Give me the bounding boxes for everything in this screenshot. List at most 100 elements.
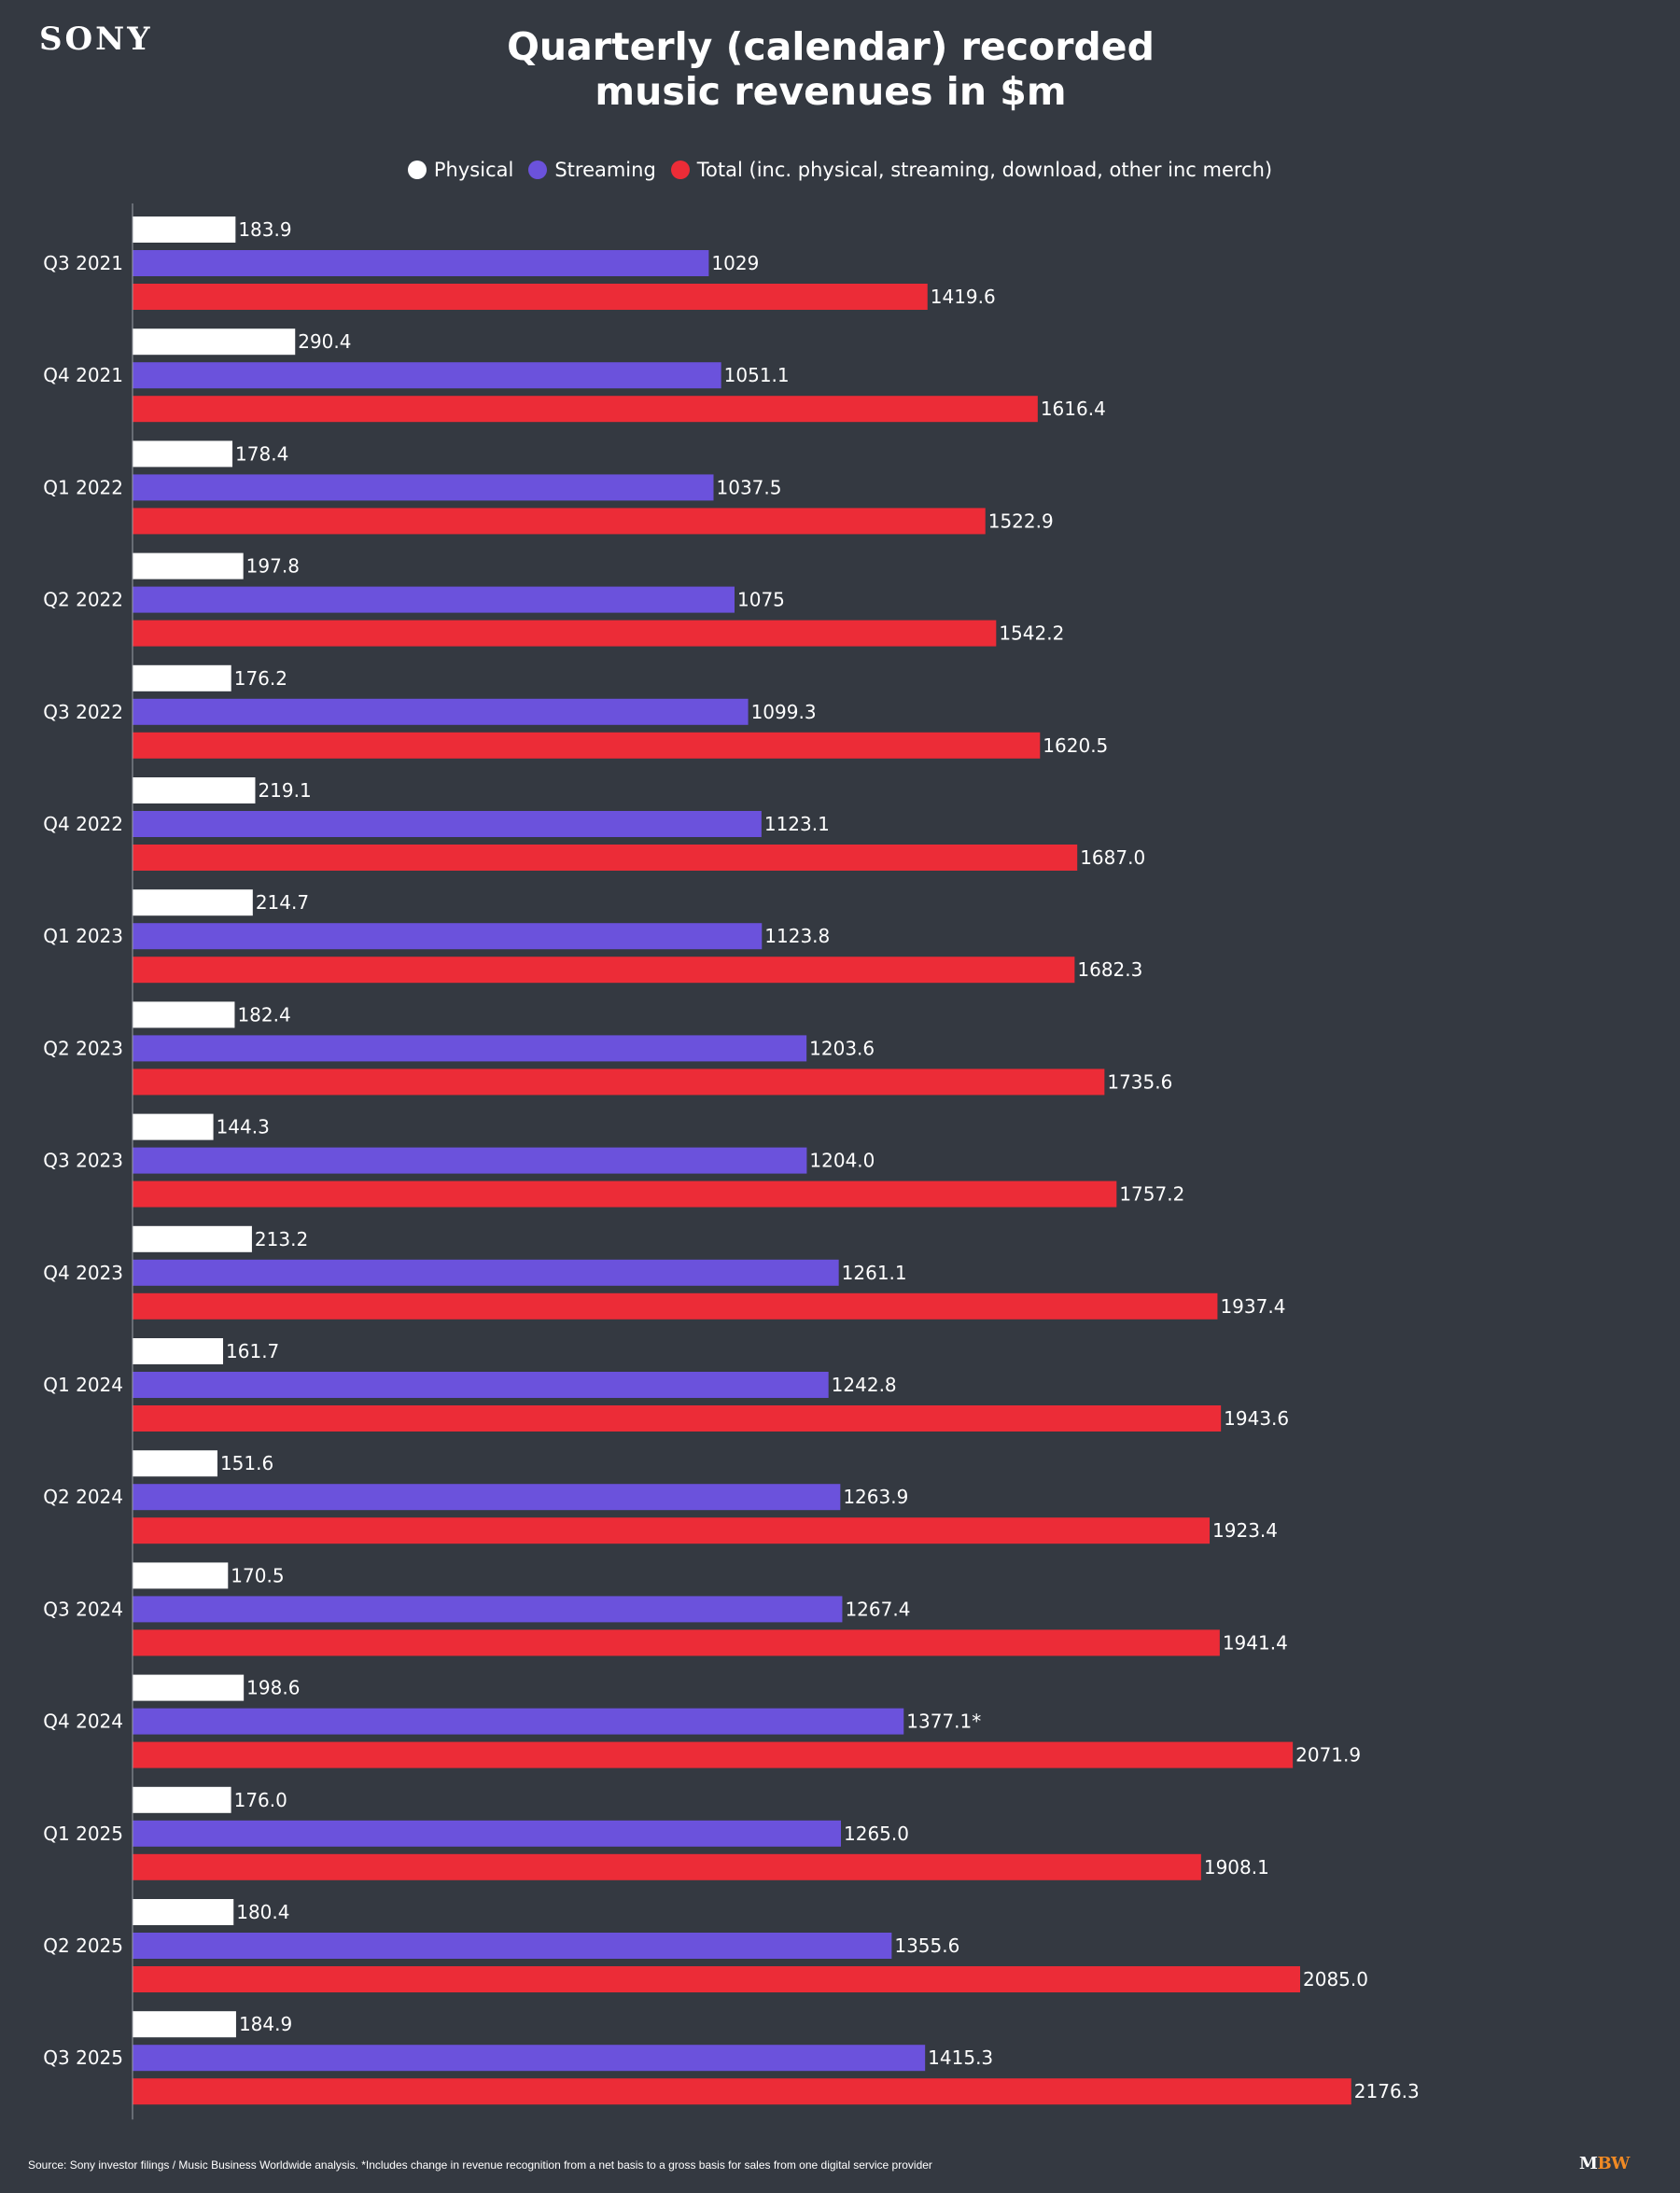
bar-streaming <box>133 1259 839 1286</box>
bar-total <box>133 1966 1300 1992</box>
bar-streaming <box>133 1596 843 1623</box>
category-label: Q2 2023 <box>43 1037 123 1059</box>
bar-physical <box>133 1113 214 1140</box>
category-label: Q2 2024 <box>43 1486 123 1508</box>
data-label-streaming: 1377.1* <box>906 1711 981 1733</box>
bar-physical <box>133 1338 224 1364</box>
bar-streaming <box>133 1035 807 1062</box>
data-label-physical: 176.0 <box>234 1789 287 1811</box>
bar-physical <box>133 440 233 468</box>
bar-total <box>133 1405 1222 1432</box>
data-label-total: 1682.3 <box>1077 958 1142 981</box>
data-label-total: 1419.6 <box>931 286 996 308</box>
bar-physical <box>133 217 236 243</box>
data-label-streaming: 1265.0 <box>844 1823 909 1845</box>
bar-streaming <box>133 923 763 950</box>
data-label-total: 2085.0 <box>1303 1968 1368 1990</box>
data-label-total: 1522.9 <box>988 510 1054 532</box>
legend-swatch-physical <box>407 161 427 179</box>
data-label-total: 1616.4 <box>1041 398 1106 420</box>
legend-item-physical: Physical <box>407 159 514 181</box>
bar-total <box>133 1069 1105 1096</box>
data-label-streaming: 1037.5 <box>717 476 782 498</box>
legend-swatch-streaming <box>528 161 548 179</box>
bar-total <box>133 1853 1201 1880</box>
data-label-total: 1687.0 <box>1080 846 1145 869</box>
bar-total <box>133 396 1038 423</box>
data-label-total: 1542.2 <box>999 622 1064 645</box>
data-label-streaming: 1075 <box>737 589 785 611</box>
data-label-physical: 178.4 <box>235 442 288 465</box>
data-label-streaming: 1203.6 <box>809 1037 875 1059</box>
data-label-total: 1937.4 <box>1220 1295 1285 1318</box>
bar-physical <box>133 777 256 803</box>
data-label-physical: 161.7 <box>226 1340 279 1362</box>
category-label: Q4 2022 <box>43 813 123 835</box>
category-label: Q3 2025 <box>43 2046 123 2069</box>
data-label-total: 1923.4 <box>1212 1519 1278 1542</box>
data-label-streaming: 1123.1 <box>764 813 830 835</box>
bar-physical <box>133 1674 245 1701</box>
bar-streaming <box>133 1484 841 1511</box>
data-label-physical: 219.1 <box>258 779 311 802</box>
data-label-total: 2176.3 <box>1354 2080 1420 2102</box>
bar-streaming <box>133 698 749 725</box>
data-label-total: 1757.2 <box>1119 1183 1184 1206</box>
data-label-streaming: 1051.1 <box>724 364 790 386</box>
bar-streaming <box>133 250 709 276</box>
category-label: Q3 2021 <box>43 252 123 274</box>
data-label-total: 2071.9 <box>1295 1744 1361 1767</box>
bar-total <box>133 1180 1117 1208</box>
bar-total <box>133 1629 1220 1656</box>
data-label-physical: 214.7 <box>256 891 309 914</box>
legend-label-total: Total (inc. physical, streaming, downloa… <box>696 159 1273 181</box>
data-label-streaming: 1029 <box>711 252 759 274</box>
chart-title-line-2: music revenues in $m <box>595 69 1067 114</box>
bar-chart: Q3 2021 183.9 1029 1419.6 Q4 2021 290.4 1051.1… <box>43 203 1420 2120</box>
bar-total <box>133 2078 1351 2105</box>
bar-total <box>133 620 997 647</box>
category-label: Q4 2023 <box>43 1262 123 1284</box>
bar-streaming <box>133 2045 926 2072</box>
data-label-total: 1908.1 <box>1204 1856 1269 1879</box>
legend-item-streaming: Streaming <box>528 159 656 181</box>
chart-title-line-1: Quarterly (calendar) recorded <box>507 24 1155 69</box>
bar-streaming <box>133 811 762 837</box>
data-label-physical: 198.6 <box>246 1677 300 1699</box>
data-label-physical: 144.3 <box>217 1116 270 1138</box>
bar-streaming <box>133 1933 892 1959</box>
bar-physical <box>133 1562 229 1589</box>
bar-streaming <box>133 1708 904 1735</box>
category-label: Q2 2022 <box>43 589 123 611</box>
bar-streaming <box>133 586 735 613</box>
data-label-streaming: 1355.6 <box>894 1935 959 1957</box>
data-label-streaming: 1242.8 <box>832 1374 897 1396</box>
data-label-physical: 184.9 <box>239 2013 292 2035</box>
data-label-total: 1941.4 <box>1223 1631 1288 1654</box>
category-label: Q1 2024 <box>43 1374 123 1396</box>
bar-physical <box>133 1450 217 1477</box>
data-label-physical: 176.2 <box>234 667 287 690</box>
data-label-streaming: 1204.0 <box>809 1150 875 1172</box>
sony-logo: SONY <box>39 21 153 58</box>
mbw-logo-m: M <box>1579 2154 1598 2173</box>
data-label-physical: 180.4 <box>236 1901 289 1923</box>
data-label-physical: 197.8 <box>246 555 300 578</box>
bar-physical <box>133 1225 252 1252</box>
mbw-logo-bw: BW <box>1597 2154 1630 2173</box>
bar-physical <box>133 552 244 580</box>
data-label-total: 1943.6 <box>1224 1407 1289 1430</box>
legend-label-physical: Physical <box>433 159 514 181</box>
category-label: Q3 2024 <box>43 1598 123 1620</box>
data-label-streaming: 1123.8 <box>764 925 830 947</box>
bar-streaming <box>133 1147 807 1174</box>
bar-physical <box>133 664 231 691</box>
bar-streaming <box>133 1372 829 1398</box>
bar-physical <box>133 2011 236 2038</box>
data-label-physical: 290.4 <box>298 330 351 353</box>
legend-swatch-total <box>670 161 690 179</box>
data-label-streaming: 1267.4 <box>845 1598 910 1620</box>
bar-streaming <box>133 362 721 389</box>
bar-streaming <box>133 474 714 501</box>
category-label: Q1 2025 <box>43 1823 123 1845</box>
